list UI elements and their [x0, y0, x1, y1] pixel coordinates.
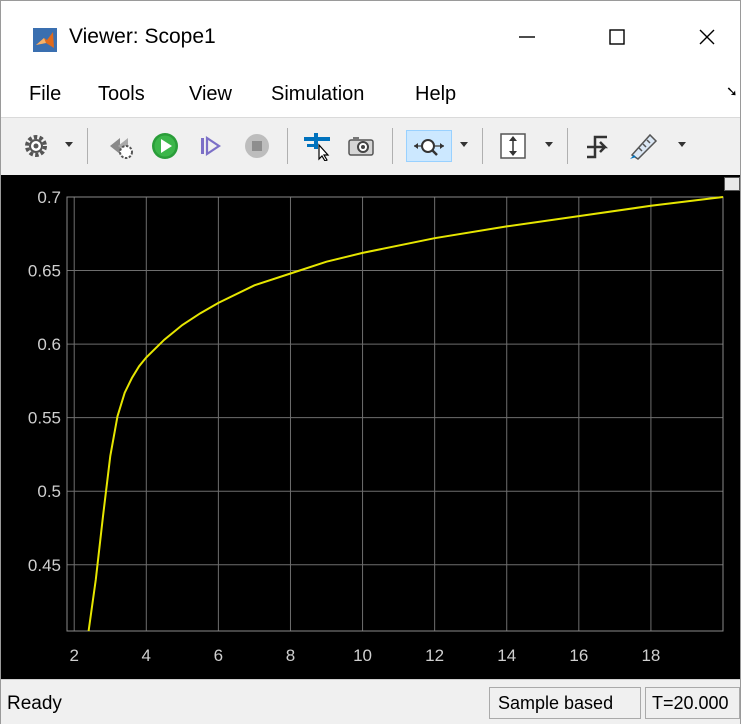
measurement-ruler-icon [630, 133, 658, 160]
run-button[interactable] [148, 130, 182, 162]
x-tick-label: 12 [425, 646, 444, 665]
y-tick-label: 0.65 [28, 262, 61, 281]
window-title: Viewer: Scope1 [69, 25, 216, 48]
corner-arrow-icon[interactable]: ➘ [726, 83, 738, 99]
menu-tools[interactable]: Tools [98, 83, 145, 105]
stop-button[interactable] [241, 130, 273, 162]
x-tick-label: 10 [353, 646, 372, 665]
scale-axes-icon [500, 133, 526, 159]
matlab-logo-icon [33, 28, 57, 52]
gear-settings-icon [25, 135, 47, 157]
x-tick-label: 14 [497, 646, 516, 665]
y-tick-label: 0.7 [37, 188, 61, 207]
stop-icon [245, 134, 269, 158]
signal-select-icon [304, 133, 330, 161]
close-icon [699, 29, 715, 45]
menu-help[interactable]: Help [415, 83, 457, 105]
undock-axes-icon[interactable] [724, 177, 740, 191]
toolbar [1, 117, 740, 177]
toolbar-separator [482, 128, 483, 164]
x-tick-label: 2 [69, 646, 78, 665]
maximize-icon [609, 29, 625, 45]
snapshot-button[interactable] [344, 130, 378, 162]
menu-simulation[interactable]: Simulation [271, 83, 365, 105]
menu-view[interactable]: View [189, 83, 232, 105]
y-tick-label: 0.6 [37, 335, 61, 354]
status-time: T=20.000 [645, 687, 740, 719]
triggers-icon [587, 135, 609, 159]
close-button[interactable] [684, 15, 730, 59]
step-forward-icon [201, 135, 221, 157]
toolbar-separator [287, 128, 288, 164]
settings-dropdown-arrow[interactable] [65, 142, 73, 147]
step-back-button[interactable] [104, 130, 138, 162]
camera-snapshot-icon [348, 137, 374, 156]
y-tick-label: 0.45 [28, 556, 61, 575]
maximize-button[interactable] [594, 15, 640, 59]
scale-axes-button[interactable] [495, 130, 531, 162]
x-tick-label: 4 [142, 646, 151, 665]
measurement-dropdown-arrow[interactable] [678, 142, 686, 147]
status-mode: Sample based [489, 687, 641, 719]
menu-bar: File Tools View Simulation Help ➘ [1, 71, 740, 117]
menu-file[interactable]: File [29, 83, 62, 105]
zoom-button[interactable] [406, 130, 452, 162]
minimize-button[interactable] [504, 15, 550, 59]
step-forward-button[interactable] [194, 130, 226, 162]
triggers-button[interactable] [581, 130, 613, 162]
run-icon [152, 133, 178, 159]
scope-plot[interactable]: 2 4 6 8 10 12 14 16 18 0.45 0.5 0.55 0.6 0.65 0.7 [1, 175, 740, 679]
minimize-icon [519, 36, 535, 38]
status-bar: Ready Sample based T=20.000 [1, 679, 740, 724]
toolbar-separator [567, 128, 568, 164]
step-back-icon [110, 138, 133, 159]
zoom-icon [414, 139, 444, 156]
x-tick-label: 8 [286, 646, 295, 665]
signal-select-button[interactable] [301, 130, 335, 162]
scope-display[interactable]: 2 4 6 8 10 12 14 16 18 0.45 0.5 0.55 0.6 0.65 0.7 [1, 175, 740, 679]
status-state: Ready [7, 693, 62, 714]
scale-dropdown-arrow[interactable] [545, 142, 553, 147]
y-tick-label: 0.5 [37, 482, 61, 501]
axes-box [66, 196, 724, 632]
series-line [87, 196, 724, 632]
toolbar-separator [392, 128, 393, 164]
settings-button[interactable] [21, 130, 51, 162]
x-tick-label: 16 [569, 646, 588, 665]
zoom-dropdown-arrow[interactable] [460, 142, 468, 147]
y-tick-label: 0.55 [28, 409, 61, 428]
toolbar-separator [87, 128, 88, 164]
x-tick-label: 18 [641, 646, 660, 665]
measurement-button[interactable] [627, 130, 661, 162]
title-bar[interactable]: Viewer: Scope1 [1, 1, 740, 71]
x-tick-label: 6 [214, 646, 223, 665]
